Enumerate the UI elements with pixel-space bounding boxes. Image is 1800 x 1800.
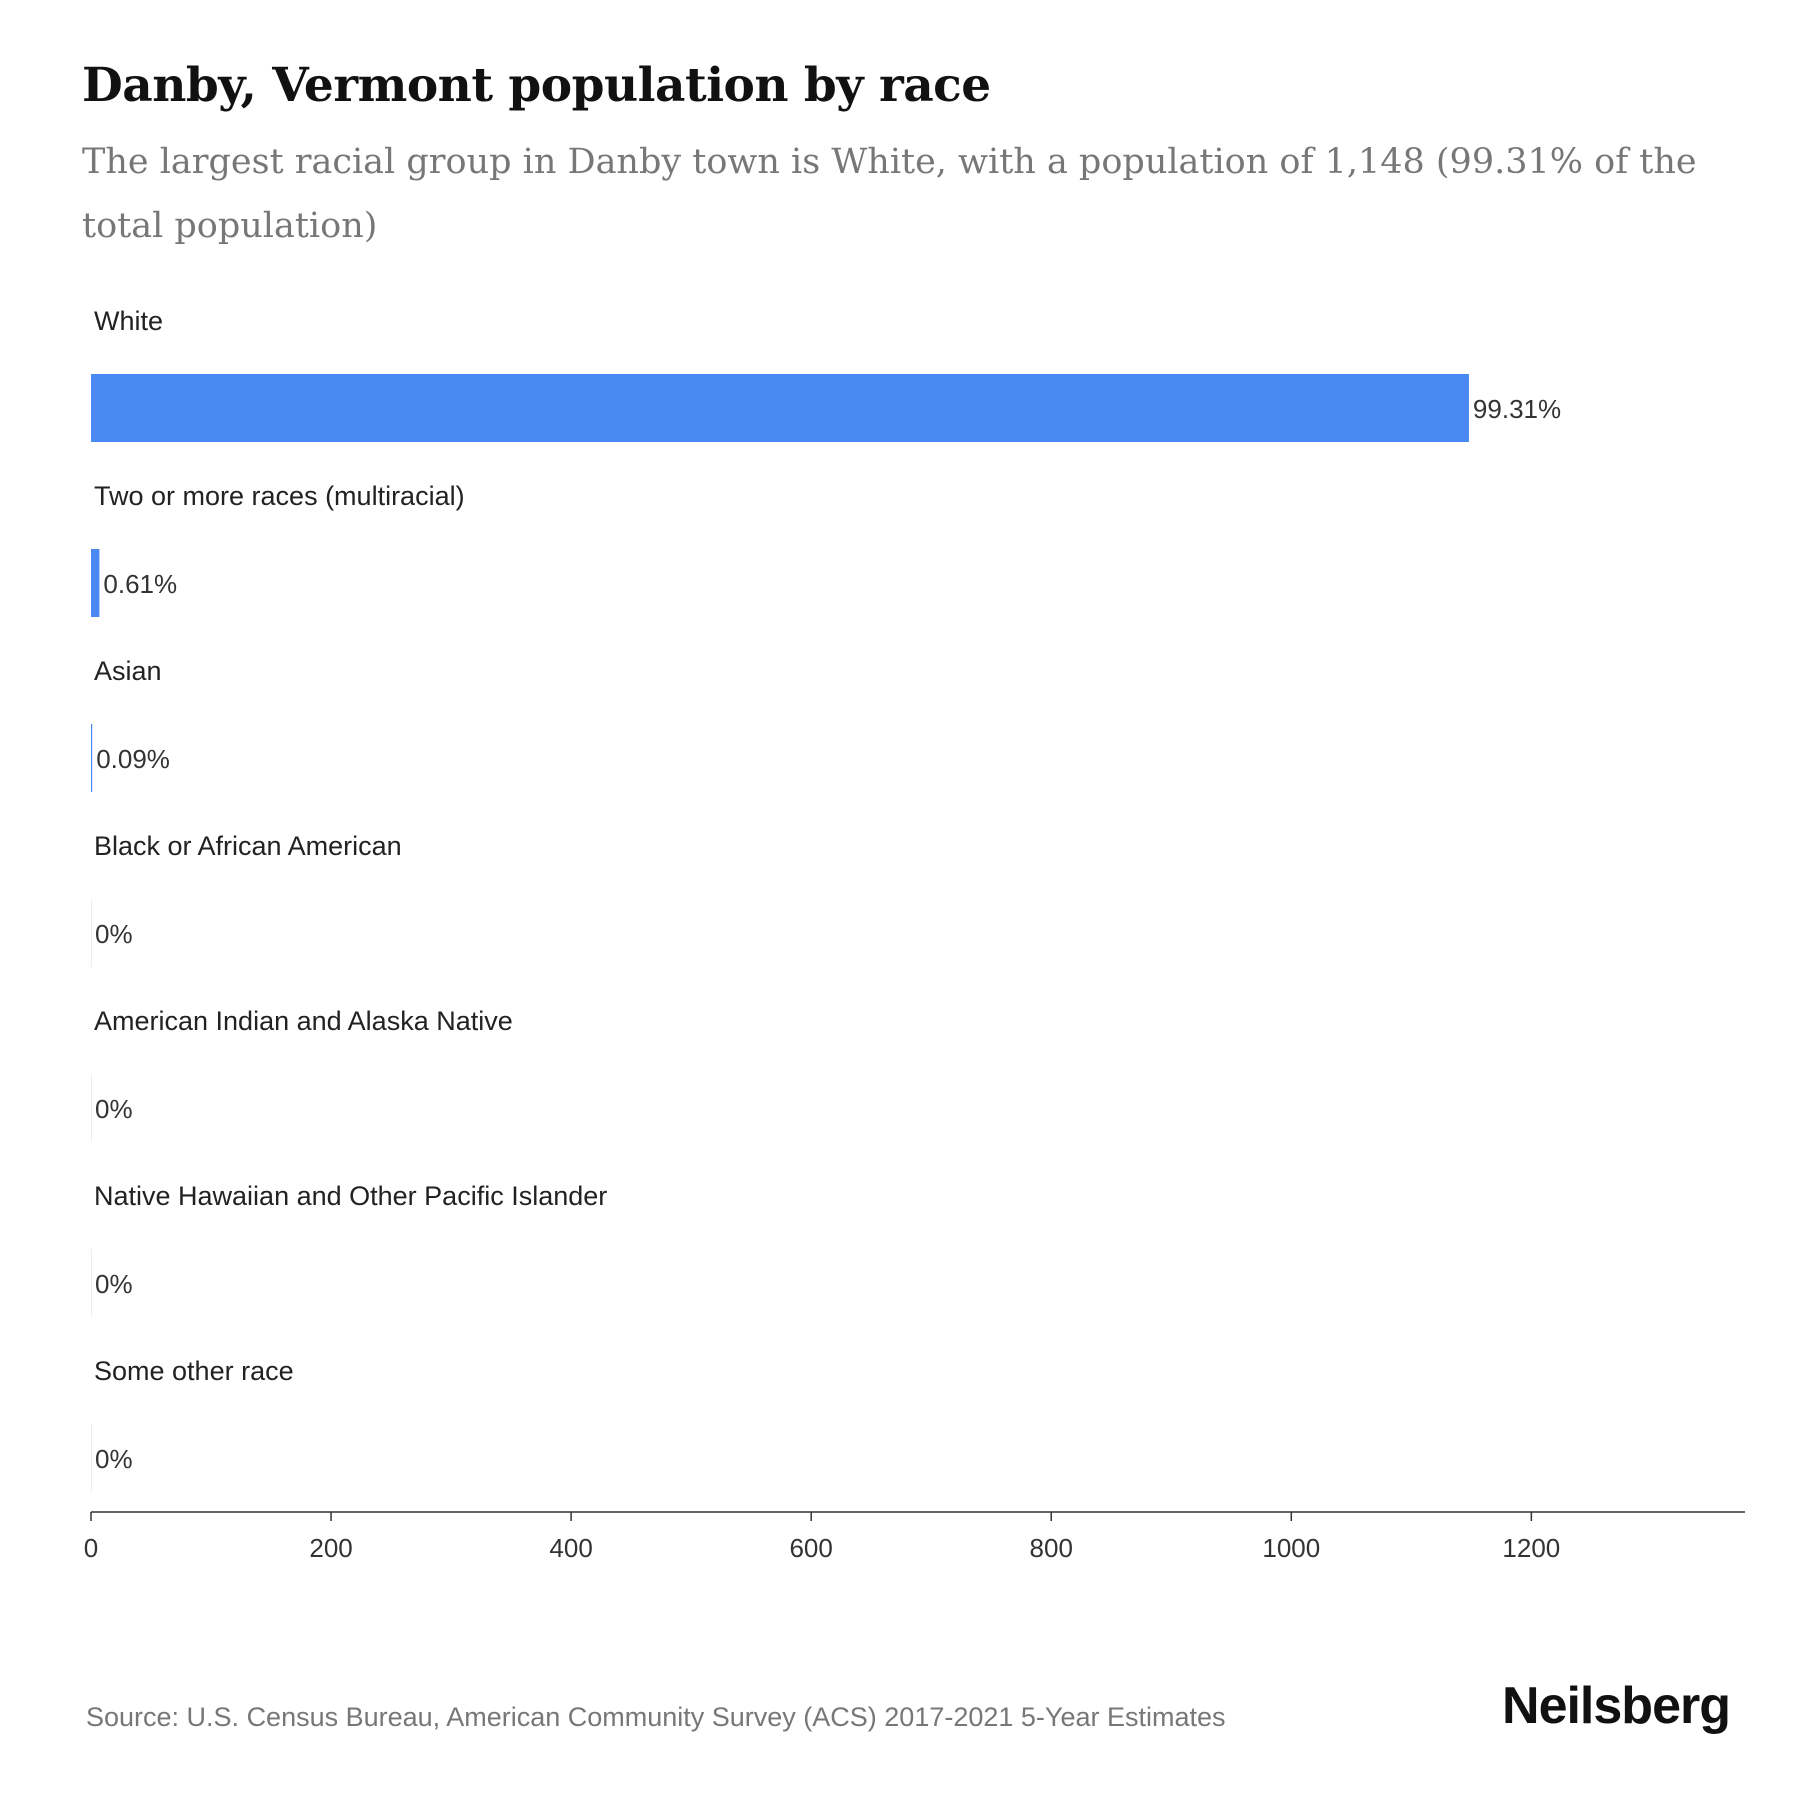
source-note: Source: U.S. Census Bureau, American Com… bbox=[86, 1702, 1226, 1732]
bar-chart: White 99.31% Two or more races (multiracia… bbox=[84, 306, 1745, 1563]
bar bbox=[91, 549, 100, 617]
category-label: Asian bbox=[94, 656, 162, 686]
chart-subtitle: The largest racial group in Danby town i… bbox=[82, 142, 1697, 246]
category-label: Black or African American bbox=[94, 831, 402, 861]
value-label: 0% bbox=[95, 1269, 133, 1299]
value-label: 0% bbox=[95, 919, 133, 949]
x-tick-label: 1200 bbox=[1502, 1533, 1560, 1563]
neilsberg-logo: Neilsberg bbox=[1502, 1677, 1731, 1735]
bar bbox=[91, 374, 1469, 442]
category-label: Some other race bbox=[94, 1356, 294, 1386]
bar bbox=[91, 724, 93, 792]
category-label: Two or more races (multiracial) bbox=[94, 481, 465, 511]
chart-title: Danby, Vermont population by race bbox=[82, 58, 991, 113]
x-tick-label: 200 bbox=[309, 1533, 352, 1563]
value-label: 99.31% bbox=[1473, 394, 1561, 424]
value-label: 0% bbox=[95, 1444, 133, 1474]
x-tick-label: 600 bbox=[789, 1533, 832, 1563]
x-tick-label: 0 bbox=[84, 1533, 98, 1563]
value-label: 0.61% bbox=[103, 569, 177, 599]
x-tick-label: 800 bbox=[1030, 1533, 1073, 1563]
value-label: 0% bbox=[95, 1094, 133, 1124]
category-label: Native Hawaiian and Other Pacific Island… bbox=[94, 1181, 607, 1211]
category-label: White bbox=[94, 306, 163, 336]
x-tick-label: 1000 bbox=[1262, 1533, 1320, 1563]
category-label: American Indian and Alaska Native bbox=[94, 1006, 513, 1036]
x-tick-label: 400 bbox=[549, 1533, 592, 1563]
value-label: 0.09% bbox=[96, 744, 170, 774]
